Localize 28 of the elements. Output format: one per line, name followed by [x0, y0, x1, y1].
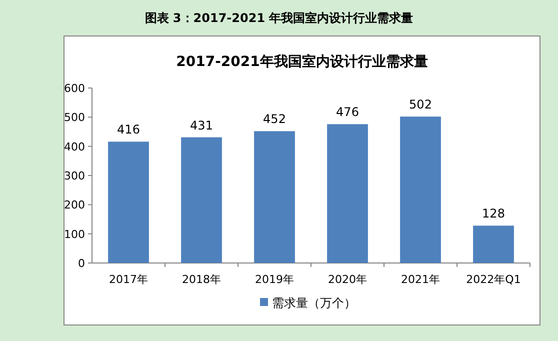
bar [400, 116, 441, 263]
data-label: 476 [336, 105, 359, 120]
x-tick-label: 2018年 [182, 273, 221, 286]
y-tick-label: 0 [78, 257, 85, 270]
text: 图表 3：2017-2021 年我国室内设计行业需求量 [144, 11, 414, 25]
y-tick-label: 100 [64, 228, 85, 241]
data-label: 502 [409, 98, 432, 112]
x-tick-label: 2021年 [401, 273, 440, 286]
data-label: 452 [263, 112, 286, 126]
bar [181, 137, 222, 263]
bar [473, 226, 514, 263]
bar [108, 142, 149, 263]
y-tick-label: 200 [64, 198, 85, 212]
y-tick-label: 500 [64, 111, 85, 124]
chart-title: 2017-2021年我国室内设计行业需求量 [176, 53, 428, 70]
y-tick-label: 400 [64, 140, 85, 154]
data-label: 416 [117, 122, 140, 137]
data-label: 128 [482, 206, 505, 221]
x-tick-label: 2019年 [255, 273, 294, 286]
bar [254, 131, 295, 263]
x-tick-label: 2017年 [109, 273, 148, 286]
bar [327, 124, 368, 263]
x-tick-label: 2020年 [328, 273, 367, 286]
y-tick-label: 600 [64, 82, 85, 95]
y-tick-label: 300 [64, 170, 85, 182]
data-label: 431 [190, 118, 213, 132]
x-tick-label: 2022年Q1 [466, 273, 521, 286]
legend-label: 需求量（万个） [272, 296, 356, 310]
